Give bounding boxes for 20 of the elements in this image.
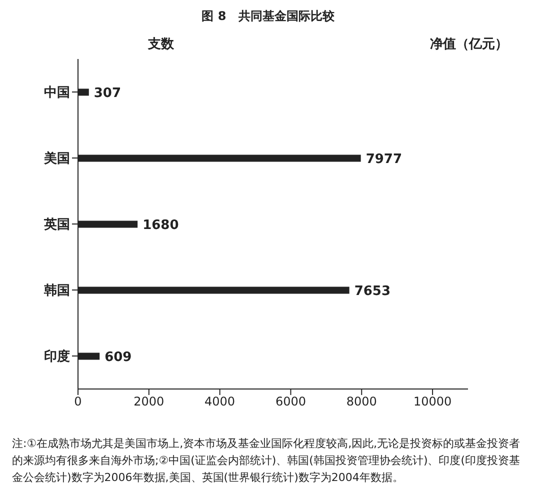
x-axis-title: 支数 — [148, 36, 174, 53]
y-tick-label: 英国 — [43, 218, 70, 233]
data-label: 307 — [94, 86, 122, 101]
data-label: 609 — [104, 350, 132, 365]
y-tick-label: 印度 — [44, 348, 70, 365]
x-tick-label: 2000 — [134, 394, 164, 409]
y-tick-label: 美国 — [43, 150, 70, 167]
text: 注:①在成熟市场尤其是美国市场上,资本市场及基金业国际化程度较高,因此,无论是投资标的或基金投资者的来源均有很多来自海外市场;②中国(证监会内部统计)、韩国(韩国投资管理协会统计)、印度(印度投资基金公会统计)数字为2006年数据,美国、英国(世界银行统计)数字为2004年数据。 — [11, 436, 522, 486]
y-tick-label: 中国 — [44, 86, 70, 101]
text: 净值（亿元） — [430, 36, 508, 53]
chart-title: 图 8 共同基金国际比较 — [200, 8, 336, 25]
x-tick-label: 0 — [74, 394, 82, 409]
x-tick-label: 10000 — [413, 394, 452, 409]
data-label: 1680 — [142, 218, 179, 233]
x-tick-label: 8000 — [346, 394, 377, 409]
data-label: 7653 — [354, 284, 391, 299]
y-tick-label: 韩国 — [43, 284, 70, 299]
x-tick-label: 6000 — [275, 394, 306, 409]
x-tick-label: 4000 — [204, 394, 236, 409]
data-label: 7977 — [366, 152, 402, 167]
